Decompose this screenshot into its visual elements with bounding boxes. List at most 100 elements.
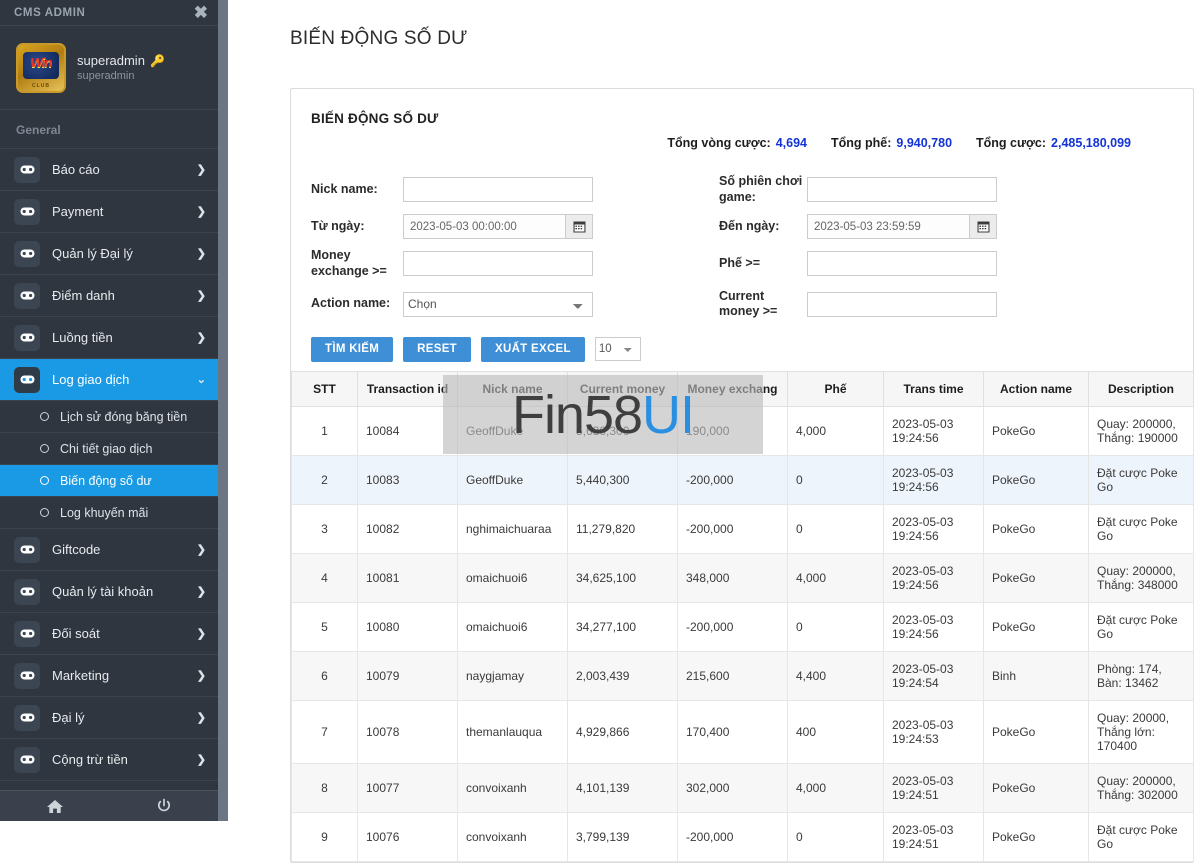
cell-nick-name: convoixanh: [457, 811, 568, 862]
account-icon: [14, 578, 40, 605]
sidebar-item-label: Đối soát: [52, 626, 100, 641]
avatar-logo-text: Win: [30, 54, 53, 70]
table-row[interactable]: 1 10084 GeoffDuke 5,630,300 190,000 4,00…: [291, 405, 1194, 456]
sidebar-item-giftcode[interactable]: Giftcode ❯: [0, 529, 218, 571]
nick-name-input[interactable]: [403, 177, 593, 203]
power-icon[interactable]: [109, 791, 218, 821]
cell-phe: 0: [787, 454, 884, 505]
cell-money-exchange: 302,000: [677, 762, 788, 813]
phe-input[interactable]: [807, 251, 997, 277]
sidebar-subitem-chi-tiet-giao-dich[interactable]: Chi tiết giao dịch: [0, 433, 218, 465]
table-row[interactable]: 9 10076 convoixanh 3,799,139 -200,000 0 …: [291, 811, 1194, 862]
table-row[interactable]: 2 10083 GeoffDuke 5,440,300 -200,000 0 2…: [291, 454, 1194, 505]
cell-phe: 0: [787, 811, 884, 862]
table-row[interactable]: 5 10080 omaichuoi6 34,277,100 -200,000 0…: [291, 601, 1194, 652]
cell-stt: 1: [291, 405, 358, 456]
to-date-input[interactable]: [807, 214, 970, 240]
from-date-input[interactable]: [403, 214, 566, 240]
sidebar: CMS ADMIN ✖ Win CLUB superadmin 🔑 supera…: [0, 0, 218, 821]
money-exchange-input[interactable]: [403, 251, 593, 277]
cell-trans-time: 2023-05-03 19:24:56: [883, 601, 984, 652]
sidebar-subitem-log-khuyen-mai[interactable]: Log khuyến mãi: [0, 497, 218, 529]
bullet-icon: [40, 508, 49, 517]
sidebar-item-luong-tien[interactable]: Luồng tiền ❯: [0, 317, 218, 359]
cell-money-exchange: -200,000: [677, 601, 788, 652]
table-row[interactable]: 3 10082 nghimaichuaraa 11,279,820 -200,0…: [291, 503, 1194, 554]
current-money-input[interactable]: [807, 291, 997, 317]
sidebar-item-quan-ly-dai-ly[interactable]: Quản lý Đại lý ❯: [0, 233, 218, 275]
sidebar-item-label: Điểm danh: [52, 288, 115, 303]
search-button[interactable]: TÌM KIẾM: [311, 336, 394, 362]
sidebar-item-quan-ly-tai-khoan[interactable]: Quản lý tài khoản ❯: [0, 571, 218, 613]
cell-transaction-id: 10084: [357, 405, 458, 456]
cell-action-name: Binh: [983, 650, 1089, 701]
col-header-transaction-id: Transaction id: [357, 370, 458, 407]
cell-stt: 9: [291, 811, 358, 862]
filter-action-name: Action name: Chọn: [311, 291, 719, 317]
cell-trans-time: 2023-05-03 19:24:51: [883, 811, 984, 862]
reset-button[interactable]: RESET: [403, 336, 471, 362]
sidebar-item-doi-soat[interactable]: Đối soát ❯: [0, 613, 218, 655]
table-header-row: STT Transaction id Nick name Current mon…: [291, 370, 1194, 407]
col-header-description: Description: [1088, 370, 1194, 407]
sidebar-item-marketing[interactable]: Marketing ❯: [0, 655, 218, 697]
col-header-phe: Phế: [787, 370, 884, 407]
cell-action-name: PokeGo: [983, 454, 1089, 505]
profile-name: superadmin: [77, 52, 145, 68]
table-row[interactable]: 8 10077 convoixanh 4,101,139 302,000 4,0…: [291, 762, 1194, 813]
session-input[interactable]: [807, 177, 997, 203]
cell-trans-time: 2023-05-03 19:24:56: [883, 503, 984, 554]
results-table-wrap: STT Transaction id Nick name Current mon…: [291, 362, 1194, 862]
profile-block: Win CLUB superadmin 🔑 superadmin: [0, 26, 218, 110]
cell-action-name: PokeGo: [983, 601, 1089, 652]
cell-current-money: 5,630,300: [567, 405, 678, 456]
filter-current-money: Current money >=: [719, 289, 1119, 320]
cell-stt: 4: [291, 552, 358, 603]
sidebar-item-label: Đại lý: [52, 710, 85, 725]
bullet-icon: [40, 476, 49, 485]
table-row[interactable]: 6 10079 naygjamay 2,003,439 215,600 4,40…: [291, 650, 1194, 701]
page-size-select[interactable]: 10: [594, 337, 641, 362]
transaction-log-icon: [14, 366, 40, 393]
filter-row-1: Nick name: Số phiên chơi game:: [311, 174, 1179, 205]
chevron-right-icon: ❯: [196, 206, 206, 218]
chevron-right-icon: ❯: [196, 248, 206, 260]
cell-transaction-id: 10077: [357, 762, 458, 813]
session-label: Số phiên chơi game:: [719, 174, 803, 204]
sidebar-item-dai-ly[interactable]: Đại lý ❯: [0, 697, 218, 739]
sidebar-item-diem-danh[interactable]: Điểm danh ❯: [0, 275, 218, 317]
cell-money-exchange: -200,000: [677, 454, 788, 505]
cell-phe: 4,000: [787, 405, 884, 456]
sidebar-item-label: Giftcode: [52, 542, 101, 557]
export-excel-button[interactable]: XUẤT EXCEL: [481, 336, 585, 362]
sidebar-item-bao-cao[interactable]: Báo cáo ❯: [0, 149, 218, 191]
cell-stt: 3: [291, 503, 358, 554]
avatar: Win CLUB: [16, 42, 66, 93]
home-icon[interactable]: [0, 791, 109, 821]
sidebar-item-log-giao-dich[interactable]: Log giao dịch ⌄: [0, 359, 218, 401]
sidebar-item-payment[interactable]: Payment ❯: [0, 191, 218, 233]
cell-description: Đặt cược Poke Go: [1088, 601, 1194, 652]
sidebar-subitem-bien-dong-so-du[interactable]: Biến động số dư: [0, 465, 218, 497]
col-header-trans-time: Trans time: [883, 370, 984, 407]
table-row[interactable]: 4 10081 omaichuoi6 34,625,100 348,000 4,…: [291, 552, 1194, 603]
cell-money-exchange: -200,000: [677, 811, 788, 862]
profile-role: superadmin: [77, 70, 135, 83]
sidebar-item-label: Cộng trừ tiền: [52, 752, 128, 767]
cell-description: Quay: 200000, Thắng: 348000: [1088, 552, 1194, 603]
cell-current-money: 3,799,139: [567, 811, 678, 862]
cell-nick-name: GeoffDuke: [457, 405, 568, 456]
col-header-current-money: Current money: [567, 370, 678, 407]
cell-description: Đặt cược Poke Go: [1088, 811, 1194, 862]
cell-money-exchange: -200,000: [677, 503, 788, 554]
sidebar-subitem-lich-su-dong-bang-tien[interactable]: Lịch sử đóng băng tiền: [0, 401, 218, 433]
close-icon[interactable]: ✖: [193, 3, 208, 22]
sidebar-item-cong-tru-tien[interactable]: Cộng trừ tiền ❯: [0, 739, 218, 781]
sidebar-scrollbar[interactable]: [218, 0, 228, 821]
table-row[interactable]: 7 10078 themanlauqua 4,929,866 170,400 4…: [291, 699, 1194, 764]
calendar-icon[interactable]: [566, 214, 593, 240]
filter-row-3: Money exchange >= Phế >=: [311, 248, 1179, 279]
calendar-icon[interactable]: [970, 214, 997, 240]
action-name-select[interactable]: Chọn: [403, 291, 593, 317]
filter-form: Nick name: Số phiên chơi game: Từ ngày:: [291, 174, 1193, 320]
